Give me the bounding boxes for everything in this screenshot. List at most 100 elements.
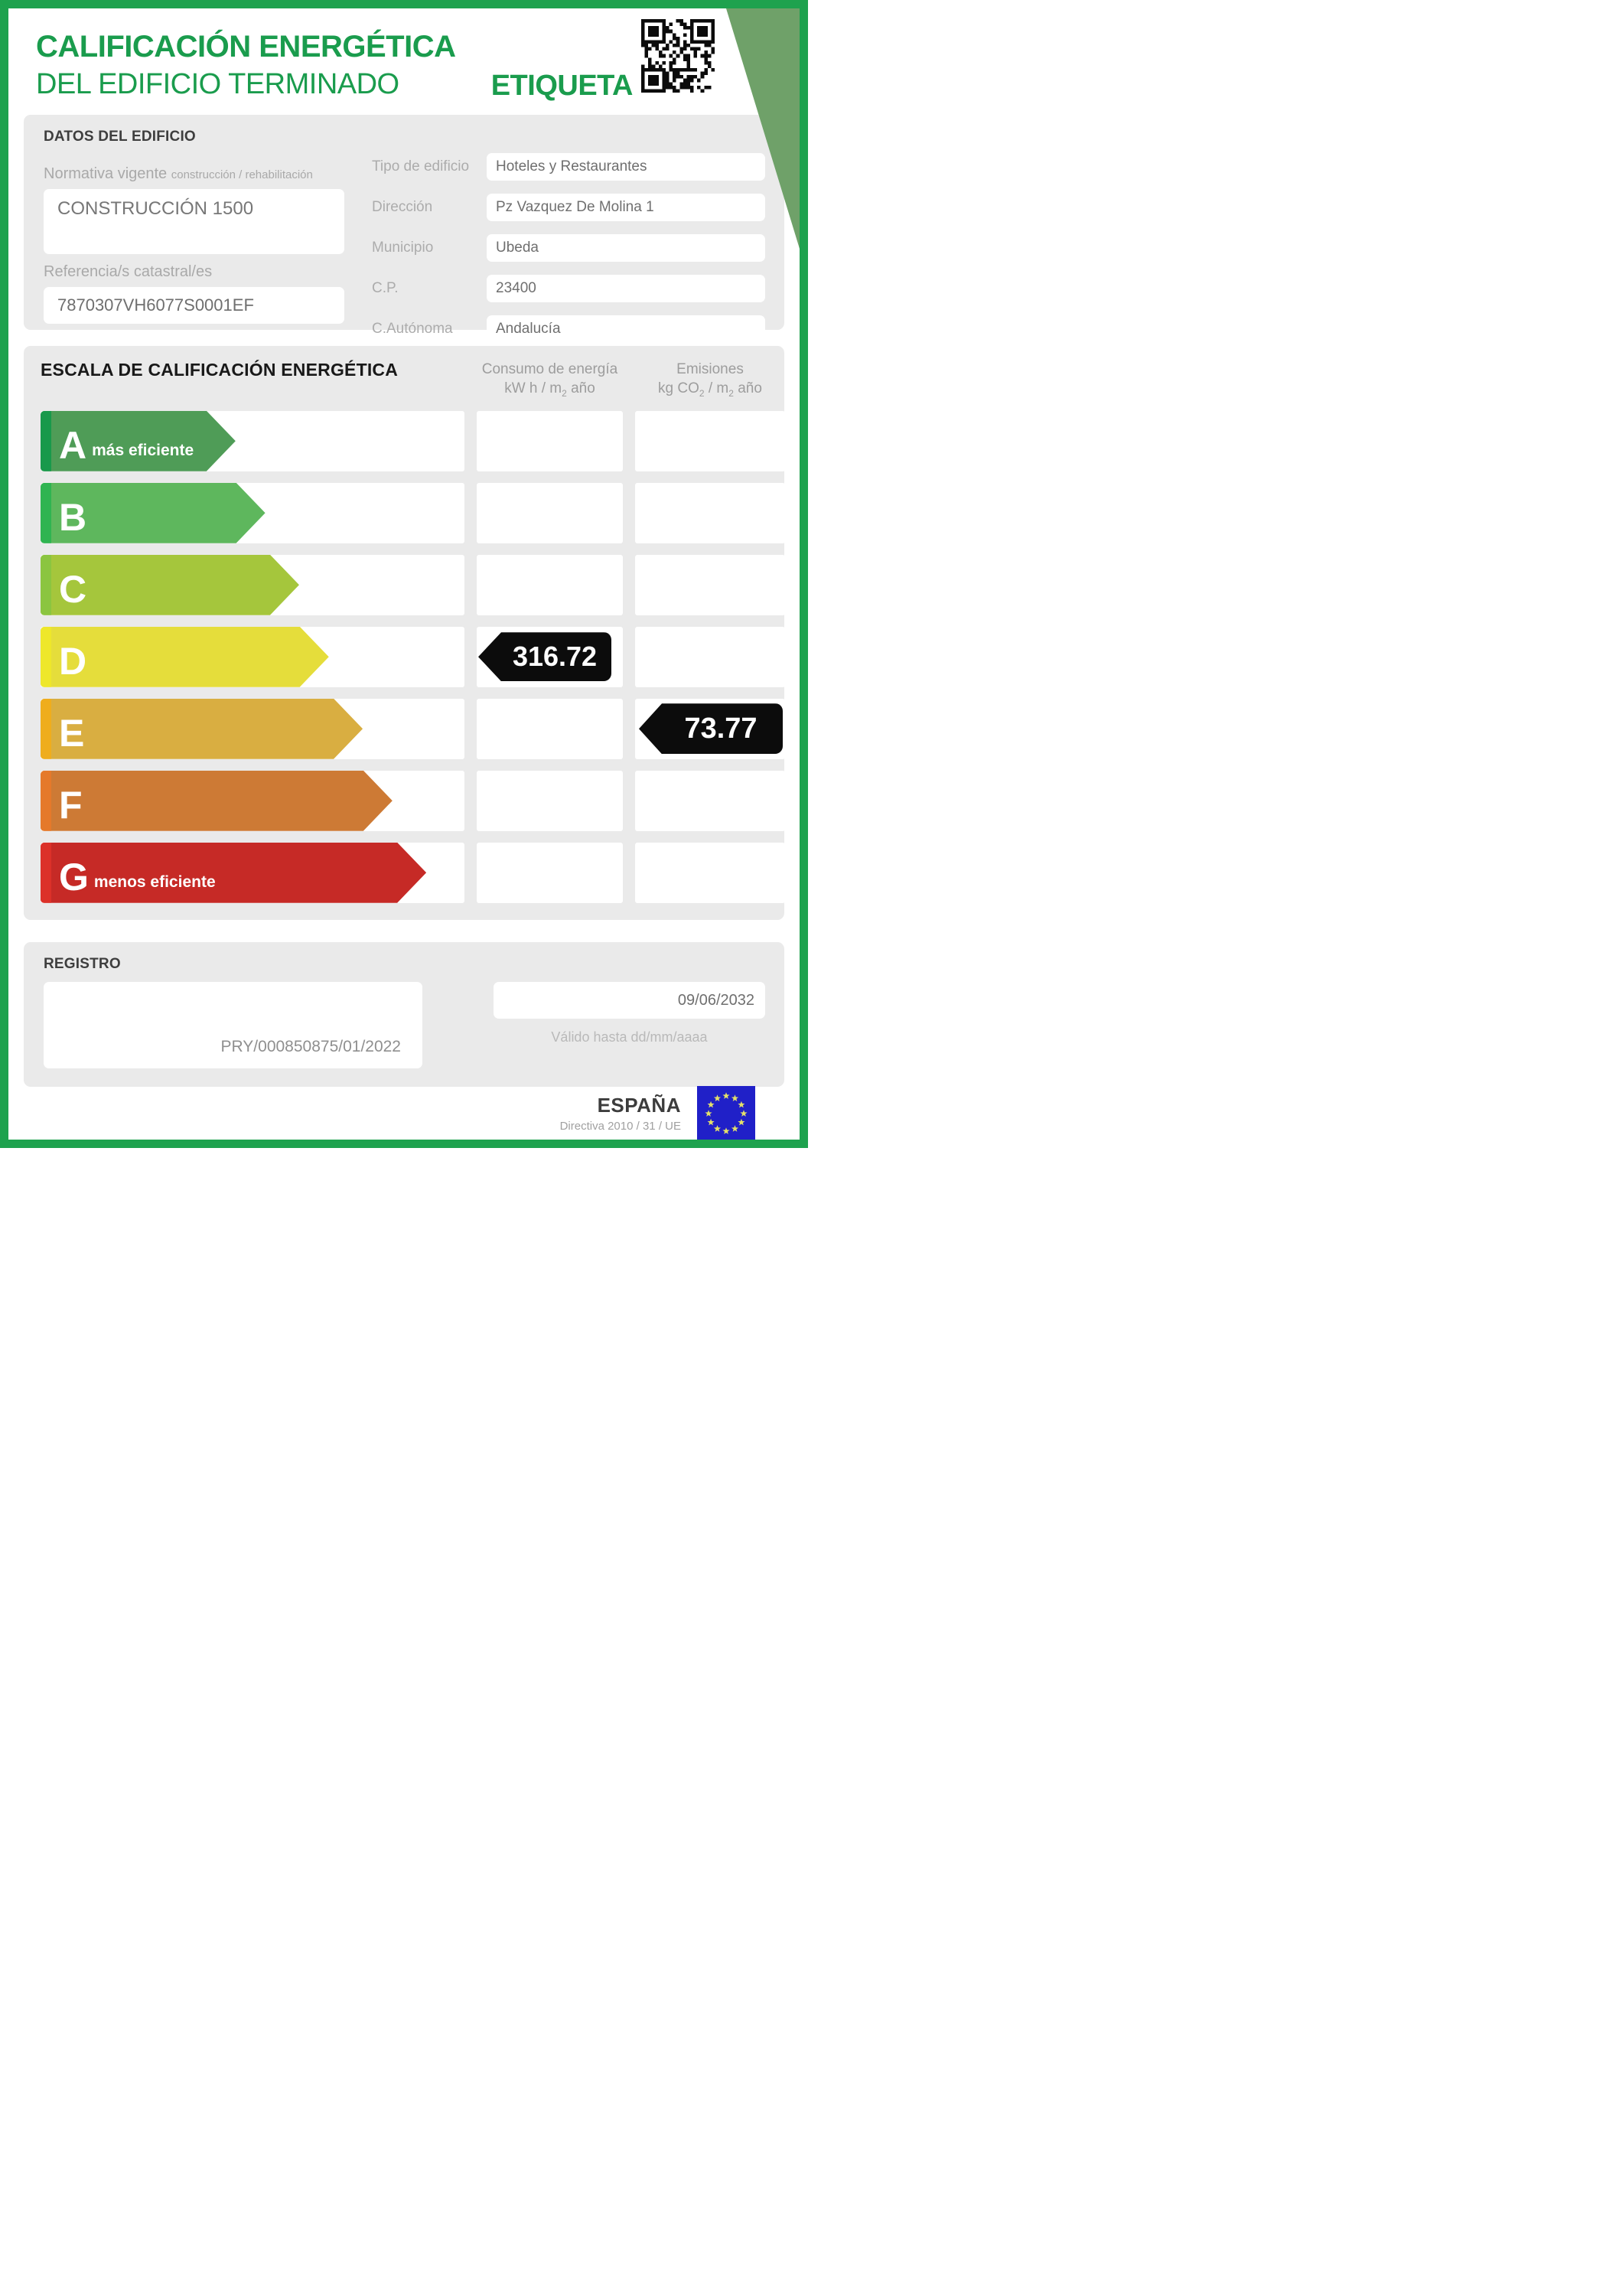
valid-date: 09/06/2032 bbox=[677, 991, 754, 1009]
header: CALIFICACIÓN ENERGÉTICA DEL EDIFICIO TER… bbox=[8, 8, 800, 115]
rating-row: C bbox=[41, 554, 785, 615]
valid-date-box: 09/06/2032 bbox=[494, 982, 765, 1019]
registry-section-title: REGISTRO bbox=[44, 956, 121, 972]
rating-arrow-cell: A más eficiente bbox=[41, 410, 464, 471]
normativa-value: CONSTRUCCIÓN 1500 bbox=[57, 198, 254, 219]
referencia-value-box: 7870307VH6077S0001EF bbox=[44, 287, 344, 324]
emisiones-cell: 73.77 bbox=[635, 698, 785, 759]
country-block: ESPAÑA Directiva 2010 / 31 / UE bbox=[560, 1094, 681, 1133]
consumo-cell bbox=[477, 698, 623, 759]
field-value: Hoteles y Restaurantes bbox=[496, 158, 647, 174]
page-title-line1: CALIFICACIÓN ENERGÉTICA bbox=[36, 30, 456, 64]
rating-row: G menos eficiente bbox=[41, 842, 785, 903]
etiqueta-label: ETIQUETA bbox=[490, 70, 634, 102]
emisiones-cell bbox=[635, 842, 785, 903]
country-label: ESPAÑA bbox=[597, 1094, 681, 1117]
rating-row: F bbox=[41, 770, 785, 831]
rating-arrow: E bbox=[41, 699, 363, 759]
field-value: Andalucía bbox=[496, 321, 561, 337]
energy-certificate-page: CALIFICACIÓN ENERGÉTICA DEL EDIFICIO TER… bbox=[0, 0, 808, 1148]
emisiones-cell bbox=[635, 482, 785, 543]
emisiones-header-line1: Emisiones bbox=[676, 361, 744, 377]
rating-letter: D bbox=[59, 639, 87, 683]
rating-arrow: F bbox=[41, 771, 393, 831]
rating-arrow-stripe bbox=[41, 699, 51, 759]
page-title-line2: DEL EDIFICIO TERMINADO bbox=[36, 68, 399, 100]
emisiones-cell bbox=[635, 626, 785, 687]
consumo-header-line1: Consumo de energía bbox=[481, 361, 618, 377]
rating-arrow-cell: E bbox=[41, 698, 464, 759]
rating-row: A más eficiente bbox=[41, 410, 785, 471]
consumo-cell bbox=[477, 482, 623, 543]
directive-label: Directiva 2010 / 31 / UE bbox=[559, 1120, 681, 1133]
consumo-cell bbox=[477, 554, 623, 615]
rating-note: menos eficiente bbox=[93, 872, 216, 891]
rating-arrow: A más eficiente bbox=[41, 411, 236, 471]
building-field-row: C.Autónoma Andalucía bbox=[372, 315, 765, 343]
field-label: C.Autónoma bbox=[372, 321, 453, 337]
building-left-column: Normativa vigente construcción / rehabil… bbox=[44, 153, 344, 343]
registry-number-box: PRY/000850875/01/2022 bbox=[44, 982, 422, 1068]
rating-note: más eficiente bbox=[92, 441, 194, 459]
emisiones-cell bbox=[635, 410, 785, 471]
field-value-box: Andalucía bbox=[487, 315, 765, 343]
rating-letter: C bbox=[59, 567, 87, 611]
rating-row: B bbox=[41, 482, 785, 543]
normativa-label-main: Normativa vigente bbox=[44, 165, 168, 182]
rating-arrow-cell: B bbox=[41, 482, 464, 543]
rating-arrow-cell: F bbox=[41, 770, 464, 831]
field-value: Pz Vazquez De Molina 1 bbox=[496, 199, 654, 215]
field-value-box: Hoteles y Restaurantes bbox=[487, 153, 765, 181]
referencia-label: Referencia/s catastral/es bbox=[44, 263, 213, 280]
footer: ESPAÑA Directiva 2010 / 31 / UE bbox=[8, 1085, 800, 1140]
rating-arrow-stripe bbox=[41, 843, 51, 903]
consumo-header-units: kW h / m2 año bbox=[504, 380, 595, 399]
rating-arrow-cell: G menos eficiente bbox=[41, 842, 464, 903]
eu-flag-icon bbox=[697, 1085, 755, 1140]
scale-section-title: ESCALA DE CALIFICACIÓN ENERGÉTICA bbox=[41, 360, 399, 380]
registry-body: PRY/000850875/01/2022 09/06/2032 Válido … bbox=[44, 982, 765, 1068]
building-section-title: DATOS DEL EDIFICIO bbox=[44, 129, 196, 145]
rating-arrow-stripe bbox=[41, 627, 51, 687]
rating-arrow: B bbox=[41, 483, 266, 543]
registry-section: REGISTRO PRY/000850875/01/2022 09/06/203… bbox=[24, 942, 784, 1087]
energy-scale-section: ESCALA DE CALIFICACIÓN ENERGÉTICA Consum… bbox=[24, 346, 785, 920]
rating-row: D 316.72 bbox=[41, 626, 785, 687]
registry-number: PRY/000850875/01/2022 bbox=[220, 1038, 402, 1055]
field-value: Ubeda bbox=[496, 240, 539, 256]
field-label: Tipo de edificio bbox=[372, 158, 470, 174]
normativa-value-box: CONSTRUCCIÓN 1500 bbox=[44, 189, 344, 254]
emisiones-cell bbox=[635, 770, 785, 831]
rating-letter: F bbox=[59, 783, 83, 827]
rating-arrow-stripe bbox=[41, 771, 51, 831]
rating-row: E 73.77 bbox=[41, 698, 785, 759]
rating-arrow-cell: C bbox=[41, 554, 464, 615]
rating-arrow: D bbox=[41, 627, 329, 687]
consumo-column-header: Consumo de energía kW h / m2 año bbox=[477, 360, 623, 400]
field-label: Dirección bbox=[372, 199, 433, 215]
registry-right-column: 09/06/2032 Válido hasta dd/mm/aaaa bbox=[494, 982, 765, 1068]
field-label: Municipio bbox=[372, 240, 434, 256]
consumo-cell bbox=[477, 770, 623, 831]
rating-arrow-stripe bbox=[41, 555, 51, 615]
field-value: 23400 bbox=[496, 280, 536, 296]
field-label: C.P. bbox=[372, 280, 399, 296]
building-field-row: Municipio Ubeda bbox=[372, 234, 765, 262]
building-field-row: C.P. 23400 bbox=[372, 275, 765, 302]
consumo-cell bbox=[477, 410, 623, 471]
rating-arrow-stripe bbox=[41, 483, 51, 543]
emisiones-header-units: kg CO2 / m2 año bbox=[658, 380, 762, 399]
referencia-value: 7870307VH6077S0001EF bbox=[57, 295, 254, 315]
normativa-label-sub: construcción / rehabilitación bbox=[171, 168, 313, 181]
emisiones-cell bbox=[635, 554, 785, 615]
normativa-label: Normativa vigente construcción / rehabil… bbox=[44, 165, 344, 183]
rating-rows: A más eficiente B bbox=[41, 410, 785, 903]
building-data-section: DATOS DEL EDIFICIO Normativa vigente con… bbox=[24, 115, 784, 343]
rating-letter: G bbox=[59, 855, 89, 899]
building-data-body: Normativa vigente construcción / rehabil… bbox=[44, 153, 765, 343]
rating-letter: A bbox=[59, 423, 87, 467]
building-field-row: Dirección Pz Vazquez De Molina 1 bbox=[372, 194, 765, 221]
building-field-row: Tipo de edificio Hoteles y Restaurantes bbox=[372, 153, 765, 181]
rating-arrow: G menos eficiente bbox=[41, 843, 426, 903]
qr-code-icon bbox=[641, 19, 715, 93]
